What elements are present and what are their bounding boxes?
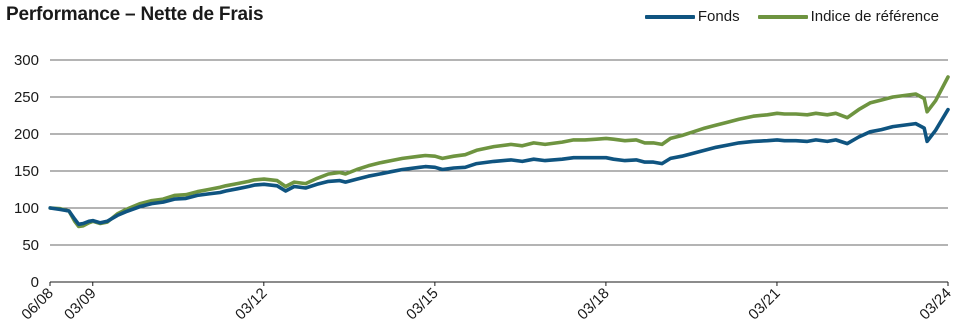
chart-title: Performance – Nette de Frais: [6, 4, 264, 25]
legend-label-fonds: Fonds: [697, 8, 740, 25]
series-line-indice: [48, 75, 950, 229]
x-tick-label: 03/24: [916, 285, 953, 324]
y-tick-label: 100: [14, 200, 39, 217]
x-tick-label: 03/12: [232, 285, 271, 324]
x-tick-label: 03/18: [574, 285, 613, 324]
legend-swatch-indice: [757, 14, 808, 19]
y-tick-label: 0: [31, 274, 39, 291]
legend-swatch-fonds: [644, 14, 695, 19]
legend-label-indice: Indice de référence: [810, 8, 939, 25]
y-tick-label: 200: [14, 126, 39, 143]
x-tick-label: 03/21: [745, 285, 784, 324]
legend-item-fonds: Fonds: [644, 8, 740, 25]
legend: Fonds Indice de référence: [627, 8, 939, 25]
legend-item-indice: Indice de référence: [757, 8, 939, 25]
y-tick-label: 300: [14, 52, 39, 69]
y-tick-label: 150: [14, 163, 39, 180]
series-line-fonds: [48, 107, 950, 227]
y-tick-label: 250: [14, 89, 39, 106]
x-tick-label: 03/15: [403, 285, 442, 324]
y-tick-label: 50: [22, 237, 39, 254]
x-tick-label: 03/09: [61, 285, 100, 324]
